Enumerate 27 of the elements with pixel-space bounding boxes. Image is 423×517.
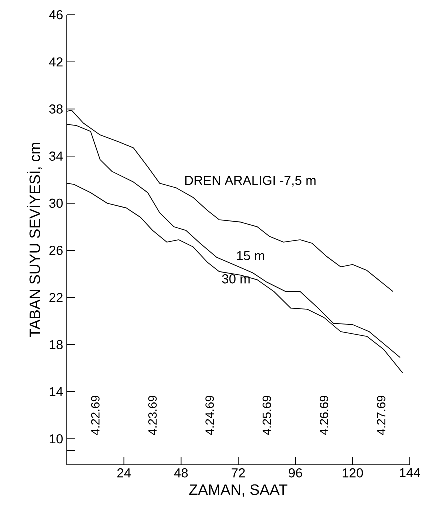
y-tick-label: 18 [50,340,63,350]
series-label: 30 m [222,274,250,284]
y-tick-label: 26 [50,246,63,256]
annotation: 4.26.69 [320,396,328,436]
x-tick-label: 48 [174,468,188,478]
annotation: 4.22.69 [91,396,100,436]
y-tick-label: 30 [50,198,63,208]
y-tick-label: 38 [50,104,63,114]
y-tick-label: 42 [49,58,63,67]
y-tick-label: 22 [50,293,63,302]
annotation: 4.25.69 [262,396,272,436]
x-tick-label: 72 [232,468,246,478]
series-label: DREN ARALIGI -7,5 m [186,176,316,187]
y-tick-label: 46 [49,10,63,20]
x-tick-label: 24 [118,468,132,478]
annotation: 4.23.69 [148,396,157,436]
x-axis-title: ZAMAN, SAAT [190,484,288,497]
x-tick-label: 120 [342,468,364,478]
y-tick-label: 10 [50,434,63,444]
x-tick-label: 96 [289,468,302,478]
annotation: 4.27.69 [377,396,386,436]
y-axis-title: TABAN SUYU SEVİYESİ, cm [27,143,42,338]
series-label: 15 m [237,251,264,261]
y-tick-label: 14 [50,387,64,396]
annotation: 4.24.69 [206,396,214,436]
x-tick-label: 144 [400,468,420,478]
y-tick-label: 34 [50,152,64,161]
